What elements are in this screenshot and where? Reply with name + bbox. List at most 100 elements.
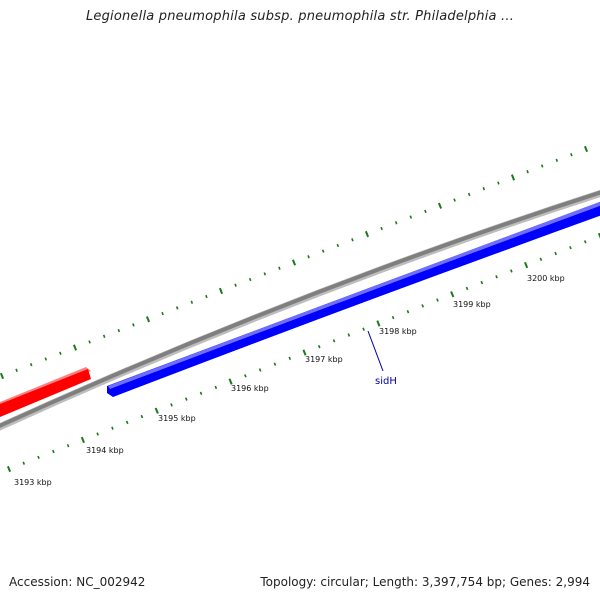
gene-label-leader bbox=[367, 330, 384, 372]
backbone-shadow bbox=[0, 189, 600, 431]
outer-tick-ring bbox=[0, 145, 589, 380]
outer-tick bbox=[218, 287, 224, 295]
outer-tick bbox=[540, 164, 544, 168]
outer-tick bbox=[161, 311, 164, 316]
inner-tick bbox=[66, 443, 70, 448]
accession-label: Accession: NC_002942 bbox=[9, 575, 146, 589]
inner-tick bbox=[317, 345, 321, 349]
inner-tick bbox=[96, 432, 99, 436]
inner-tick bbox=[362, 327, 365, 331]
outer-tick bbox=[205, 294, 208, 299]
inner-tick bbox=[140, 414, 144, 419]
outer-tick bbox=[44, 357, 48, 361]
inner-tick bbox=[450, 291, 455, 298]
outer-tick bbox=[394, 221, 398, 225]
outer-tick bbox=[15, 368, 18, 372]
ruler-label: 3196 kbp bbox=[231, 384, 269, 393]
outer-tick bbox=[291, 259, 297, 266]
outer-tick bbox=[583, 145, 589, 153]
inner-tick bbox=[524, 261, 529, 269]
forward-feature[interactable] bbox=[0, 367, 91, 417]
inner-tick bbox=[597, 232, 600, 239]
outer-tick bbox=[364, 230, 370, 238]
inner-tick bbox=[554, 251, 557, 256]
inner-tick bbox=[465, 286, 469, 291]
outer-tick bbox=[190, 300, 194, 304]
ruler-labels: 3193 kbp 3194 kbp 3195 kbp 3196 kbp 3197 kbp… bbox=[14, 274, 565, 487]
outer-tick bbox=[132, 323, 135, 327]
genome-backbone bbox=[0, 190, 600, 428]
outer-tick bbox=[409, 215, 413, 219]
outer-tick bbox=[555, 158, 559, 162]
inner-tick bbox=[154, 407, 159, 414]
inner-tick bbox=[421, 304, 425, 308]
inner-tick bbox=[80, 436, 85, 444]
inner-tick bbox=[436, 298, 439, 302]
inner-tick bbox=[228, 378, 233, 385]
outer-tick bbox=[497, 181, 500, 185]
outer-tick bbox=[248, 277, 252, 282]
outer-tick bbox=[117, 328, 121, 333]
inner-tick bbox=[288, 356, 292, 360]
inner-tick bbox=[480, 280, 484, 285]
outer-tick bbox=[453, 198, 456, 202]
inner-tick bbox=[125, 420, 129, 425]
outer-tick bbox=[145, 316, 151, 323]
inner-tick bbox=[111, 426, 114, 430]
genome-summary: Topology: circular; Length: 3,397,754 bp… bbox=[260, 575, 590, 589]
ruler-label: 3199 kbp bbox=[453, 300, 491, 309]
outer-tick bbox=[88, 340, 91, 344]
outer-tick bbox=[0, 372, 5, 380]
outer-tick bbox=[351, 238, 354, 242]
ruler-label: 3197 kbp bbox=[305, 355, 343, 364]
inner-tick bbox=[273, 362, 277, 366]
outer-tick bbox=[437, 202, 443, 209]
inner-tick bbox=[184, 397, 188, 401]
outer-tick bbox=[336, 243, 340, 248]
inner-tick bbox=[495, 275, 498, 279]
inner-tick bbox=[22, 461, 26, 465]
outer-tick bbox=[380, 226, 383, 231]
forward-feature-body bbox=[0, 369, 91, 417]
inner-tick bbox=[347, 333, 351, 337]
ruler-label: 3200 kbp bbox=[527, 274, 565, 283]
outer-tick bbox=[482, 187, 486, 191]
outer-tick bbox=[29, 363, 33, 367]
outer-tick bbox=[278, 266, 281, 270]
outer-tick bbox=[424, 209, 427, 214]
outer-tick bbox=[510, 174, 516, 181]
inner-tick bbox=[510, 269, 513, 273]
outer-tick bbox=[526, 170, 529, 174]
inner-tick bbox=[244, 374, 247, 378]
outer-tick bbox=[263, 272, 267, 276]
outer-tick bbox=[570, 153, 573, 157]
inner-tick bbox=[569, 245, 572, 250]
outer-tick bbox=[59, 351, 62, 355]
inner-tick bbox=[52, 449, 55, 454]
gene-label-sidh[interactable]: sidH bbox=[375, 376, 397, 387]
inner-tick bbox=[391, 315, 395, 320]
reverse-feature-sidh[interactable] bbox=[107, 200, 600, 397]
inner-tick bbox=[6, 465, 12, 473]
inner-tick bbox=[539, 257, 543, 262]
inner-tick bbox=[583, 240, 587, 244]
outer-tick bbox=[102, 334, 106, 338]
inner-tick bbox=[332, 339, 336, 343]
inner-tick bbox=[170, 403, 173, 407]
ruler-label: 3193 kbp bbox=[14, 478, 52, 487]
ruler-label: 3195 kbp bbox=[158, 414, 196, 423]
outer-tick bbox=[307, 255, 310, 259]
ruler-label: 3194 kbp bbox=[86, 446, 124, 455]
map-title: Legionella pneumophila subsp. pneumophil… bbox=[85, 9, 515, 24]
outer-tick bbox=[321, 249, 325, 253]
outer-tick bbox=[467, 192, 471, 197]
ruler-label: 3198 kbp bbox=[379, 327, 417, 336]
inner-tick bbox=[406, 310, 410, 314]
outer-tick bbox=[234, 283, 237, 287]
inner-tick bbox=[376, 320, 381, 327]
reverse-feature-highlight bbox=[108, 201, 600, 389]
inner-tick bbox=[199, 391, 203, 395]
inner-tick bbox=[302, 349, 307, 356]
inner-tick-ring bbox=[6, 232, 600, 473]
